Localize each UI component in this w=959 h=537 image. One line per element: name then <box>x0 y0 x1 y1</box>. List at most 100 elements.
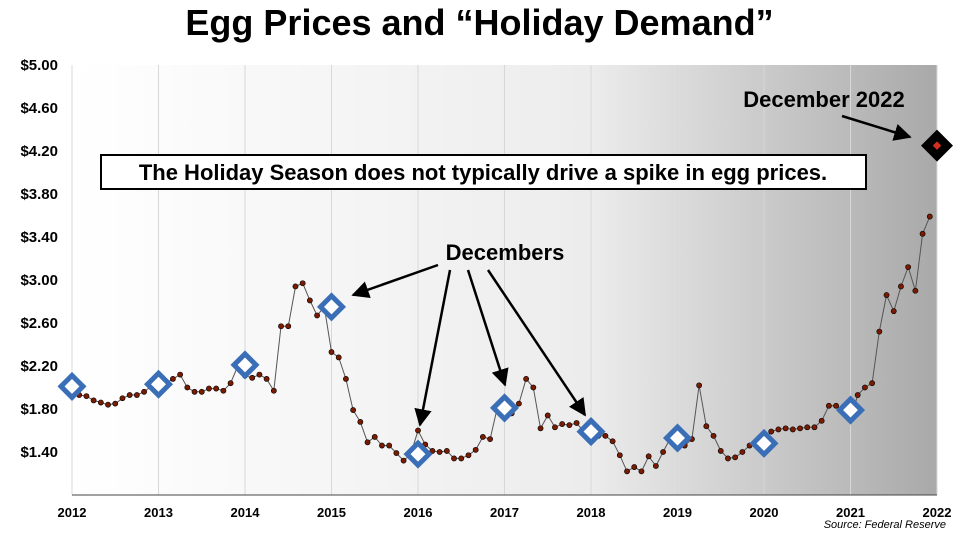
data-point <box>732 454 739 461</box>
data-point <box>573 420 580 426</box>
y-tick-label: $2.60 <box>20 315 58 332</box>
data-point <box>804 424 811 431</box>
data-point <box>789 426 796 433</box>
data-point <box>357 418 364 425</box>
data-point <box>811 424 818 431</box>
data-point <box>278 323 284 330</box>
y-tick-label: $2.20 <box>20 358 58 375</box>
x-tick-label: 2017 <box>490 505 519 520</box>
data-point <box>299 280 306 287</box>
data-point <box>696 382 703 389</box>
data-point <box>818 417 825 424</box>
data-point <box>386 442 393 449</box>
x-tick-label: 2012 <box>58 505 87 520</box>
data-point <box>782 425 789 432</box>
december-marker <box>57 371 87 401</box>
data-point <box>198 388 205 395</box>
december-marker <box>403 439 433 469</box>
december-2022-label: December 2022 <box>743 87 904 112</box>
data-point <box>660 449 666 455</box>
y-tick-label: $4.60 <box>20 100 58 117</box>
data-point <box>256 371 263 378</box>
arrow-december-2018 <box>486 269 587 417</box>
price-points <box>69 213 933 475</box>
headline-annotation: The Holiday Season does not typically dr… <box>139 160 827 185</box>
data-point <box>314 312 320 319</box>
data-point <box>609 438 616 445</box>
december-marker <box>489 393 520 423</box>
x-tick-label: 2022 <box>923 505 952 520</box>
data-point <box>869 380 876 387</box>
data-point <box>443 448 450 454</box>
data-point <box>119 395 126 402</box>
data-point <box>429 448 436 454</box>
data-point <box>883 292 890 298</box>
data-point <box>725 455 731 462</box>
data-point <box>335 354 342 361</box>
december-marker <box>835 395 866 425</box>
arrow-december-2022 <box>841 114 912 141</box>
data-point <box>912 287 919 294</box>
data-point <box>739 449 746 455</box>
data-point <box>263 375 270 382</box>
data-point <box>170 375 176 382</box>
december-markers <box>57 292 866 469</box>
y-tick-label: $5.00 <box>20 57 58 74</box>
data-point <box>306 297 313 304</box>
arrow-december-2015 <box>351 263 439 299</box>
x-tick-label: 2021 <box>836 505 865 520</box>
december-marker <box>316 292 347 322</box>
data-point <box>876 328 883 335</box>
data-point <box>206 385 212 392</box>
data-point <box>616 452 623 459</box>
data-point <box>559 421 566 427</box>
data-point <box>516 400 522 407</box>
data-point <box>919 230 926 237</box>
x-tick-label: 2016 <box>404 505 433 520</box>
data-point <box>530 384 537 391</box>
december-marker <box>230 350 260 380</box>
data-point <box>638 468 645 475</box>
data-point <box>191 388 198 395</box>
data-point <box>465 452 472 459</box>
chart-title: Egg Prices and “Holiday Demand” <box>185 2 774 43</box>
data-point <box>797 425 803 432</box>
y-tick-label: $3.00 <box>20 272 58 289</box>
x-tick-label: 2013 <box>144 505 173 520</box>
data-point <box>537 425 544 432</box>
x-axis-ticks: 2012 2013 2014 2015 2016 2017 2018 2019 2020 2021… <box>58 505 952 520</box>
data-point <box>890 308 897 315</box>
data-point <box>112 400 119 407</box>
december-marker <box>749 428 779 458</box>
x-tick-label: 2018 <box>577 505 606 520</box>
y-tick-label: $1.40 <box>20 444 58 461</box>
data-point <box>141 388 147 395</box>
data-point <box>566 422 573 429</box>
data-point <box>133 392 140 398</box>
december-marker <box>576 417 606 447</box>
data-point <box>393 450 400 456</box>
data-point <box>602 432 609 439</box>
arrow-december-2016 <box>414 269 452 427</box>
data-point <box>350 407 357 413</box>
data-point <box>451 455 457 462</box>
data-point <box>213 385 220 392</box>
data-point <box>862 384 868 391</box>
data-point <box>523 375 530 382</box>
data-point <box>717 448 724 454</box>
data-point <box>552 424 558 431</box>
data-point <box>710 432 717 439</box>
data-point <box>270 387 277 394</box>
arrow-december-2017 <box>466 269 509 387</box>
x-tick-label: 2015 <box>317 505 346 520</box>
data-point <box>479 434 486 440</box>
data-point <box>458 455 465 462</box>
y-tick-label: $4.20 <box>20 143 58 160</box>
data-point <box>177 371 184 378</box>
decembers-label: Decembers <box>446 240 565 265</box>
december-marker <box>662 423 693 453</box>
data-point <box>343 375 349 382</box>
data-point <box>371 434 378 440</box>
data-point <box>631 464 638 470</box>
